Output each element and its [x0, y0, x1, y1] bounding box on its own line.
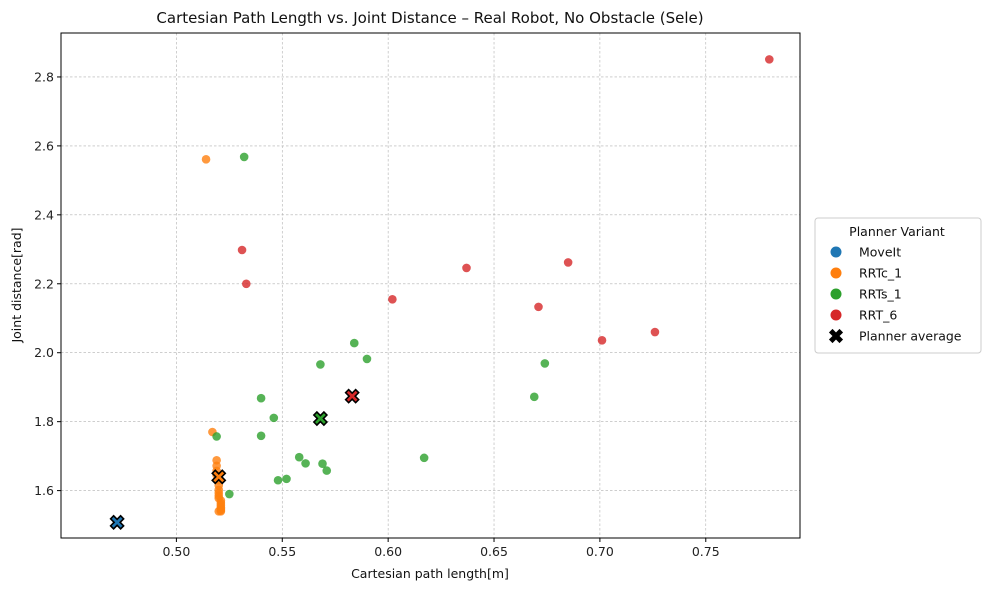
- legend-label-rrtc-1: RRTc_1: [859, 266, 902, 281]
- point-rrts-1: [225, 489, 234, 499]
- point-rrts-1: [322, 466, 332, 475]
- legend: Planner Variant MoveIt RRTc_1 RRTs_1 RRT_6 P…: [814, 217, 982, 354]
- point-rrt-6: [237, 245, 247, 255]
- legend-marker-moveit: [830, 246, 842, 258]
- x-tick-label: 0.55: [268, 544, 296, 559]
- y-tick-label: 1.6: [34, 483, 54, 498]
- y-tick-label: 2.2: [34, 276, 54, 291]
- y-tick-label: 2.6: [34, 138, 54, 153]
- point-rrtc-1: [214, 506, 224, 516]
- y-tick-label: 2.4: [34, 207, 54, 222]
- chart-title: Cartesian Path Length vs. Joint Distance…: [156, 9, 703, 27]
- point-rrt-6: [764, 55, 774, 64]
- x-tick-label: 0.75: [692, 544, 720, 559]
- point-rrts-1: [529, 392, 539, 402]
- point-rrts-1: [419, 453, 429, 463]
- point-rrts-1: [269, 413, 279, 423]
- legend-marker-rrt-6: [830, 309, 842, 321]
- x-axis-title: Cartesian path length[m]: [351, 566, 509, 581]
- y-tick-label: 2.8: [34, 69, 54, 84]
- point-rrt-6: [388, 294, 397, 304]
- average-marker-moveit: [109, 514, 125, 530]
- x-tick-label: 0.60: [374, 544, 402, 559]
- point-rrts-1: [282, 474, 291, 484]
- point-rrts-1: [316, 360, 325, 369]
- grid: [61, 33, 800, 538]
- point-rrt-6: [534, 302, 543, 312]
- average-marker-rrtc-1: [211, 469, 227, 485]
- plot-frame: [60, 32, 801, 539]
- y-tick-label: 2.0: [34, 345, 54, 360]
- point-rrt-6: [241, 279, 251, 289]
- point-rrt-6: [650, 327, 660, 337]
- point-rrts-1: [273, 475, 283, 485]
- average-markers: [109, 388, 360, 530]
- x-tick-label: 0.65: [480, 544, 508, 559]
- point-rrts-1: [540, 359, 550, 368]
- legend-label-planner-average: Planner average: [859, 329, 962, 344]
- point-rrts-1: [212, 432, 221, 441]
- legend-label-moveit: MoveIt: [859, 245, 901, 260]
- point-rrts-1: [256, 431, 266, 441]
- point-rrt-6: [597, 336, 607, 345]
- legend-marker-rrts-1: [830, 288, 842, 300]
- point-rrtc-1: [201, 155, 211, 164]
- point-rrts-1: [362, 354, 372, 364]
- legend-label-rrts-1: RRTs_1: [859, 287, 902, 302]
- axis-ticks: 0.50 0.55 0.60 0.65 0.70 0.75 1.6 1.8 2.0 2.2 2.4 2…: [34, 69, 720, 559]
- point-rrt-6: [563, 258, 573, 267]
- y-axis-title: Joint distance[rad]: [9, 227, 24, 343]
- legend-marker-planner-average: [828, 328, 844, 344]
- x-tick-label: 0.50: [162, 544, 190, 559]
- point-rrt-6: [462, 263, 471, 273]
- point-rrts-1: [349, 338, 359, 348]
- legend-box: [814, 217, 982, 354]
- legend-title: Planner Variant: [849, 224, 945, 239]
- average-marker-rrt-6: [344, 388, 360, 404]
- y-tick-label: 1.8: [34, 414, 54, 429]
- point-rrts-1: [301, 459, 310, 468]
- data-points: [112, 55, 774, 527]
- point-rrts-1: [239, 152, 249, 162]
- legend-marker-rrtc-1: [830, 267, 842, 279]
- legend-label-rrt-6: RRT_6: [859, 308, 897, 323]
- point-rrts-1: [318, 459, 327, 469]
- point-rrts-1: [256, 393, 266, 403]
- point-rrts-1: [294, 452, 304, 462]
- average-marker-rrts-1: [312, 410, 329, 427]
- x-tick-label: 0.70: [586, 544, 614, 559]
